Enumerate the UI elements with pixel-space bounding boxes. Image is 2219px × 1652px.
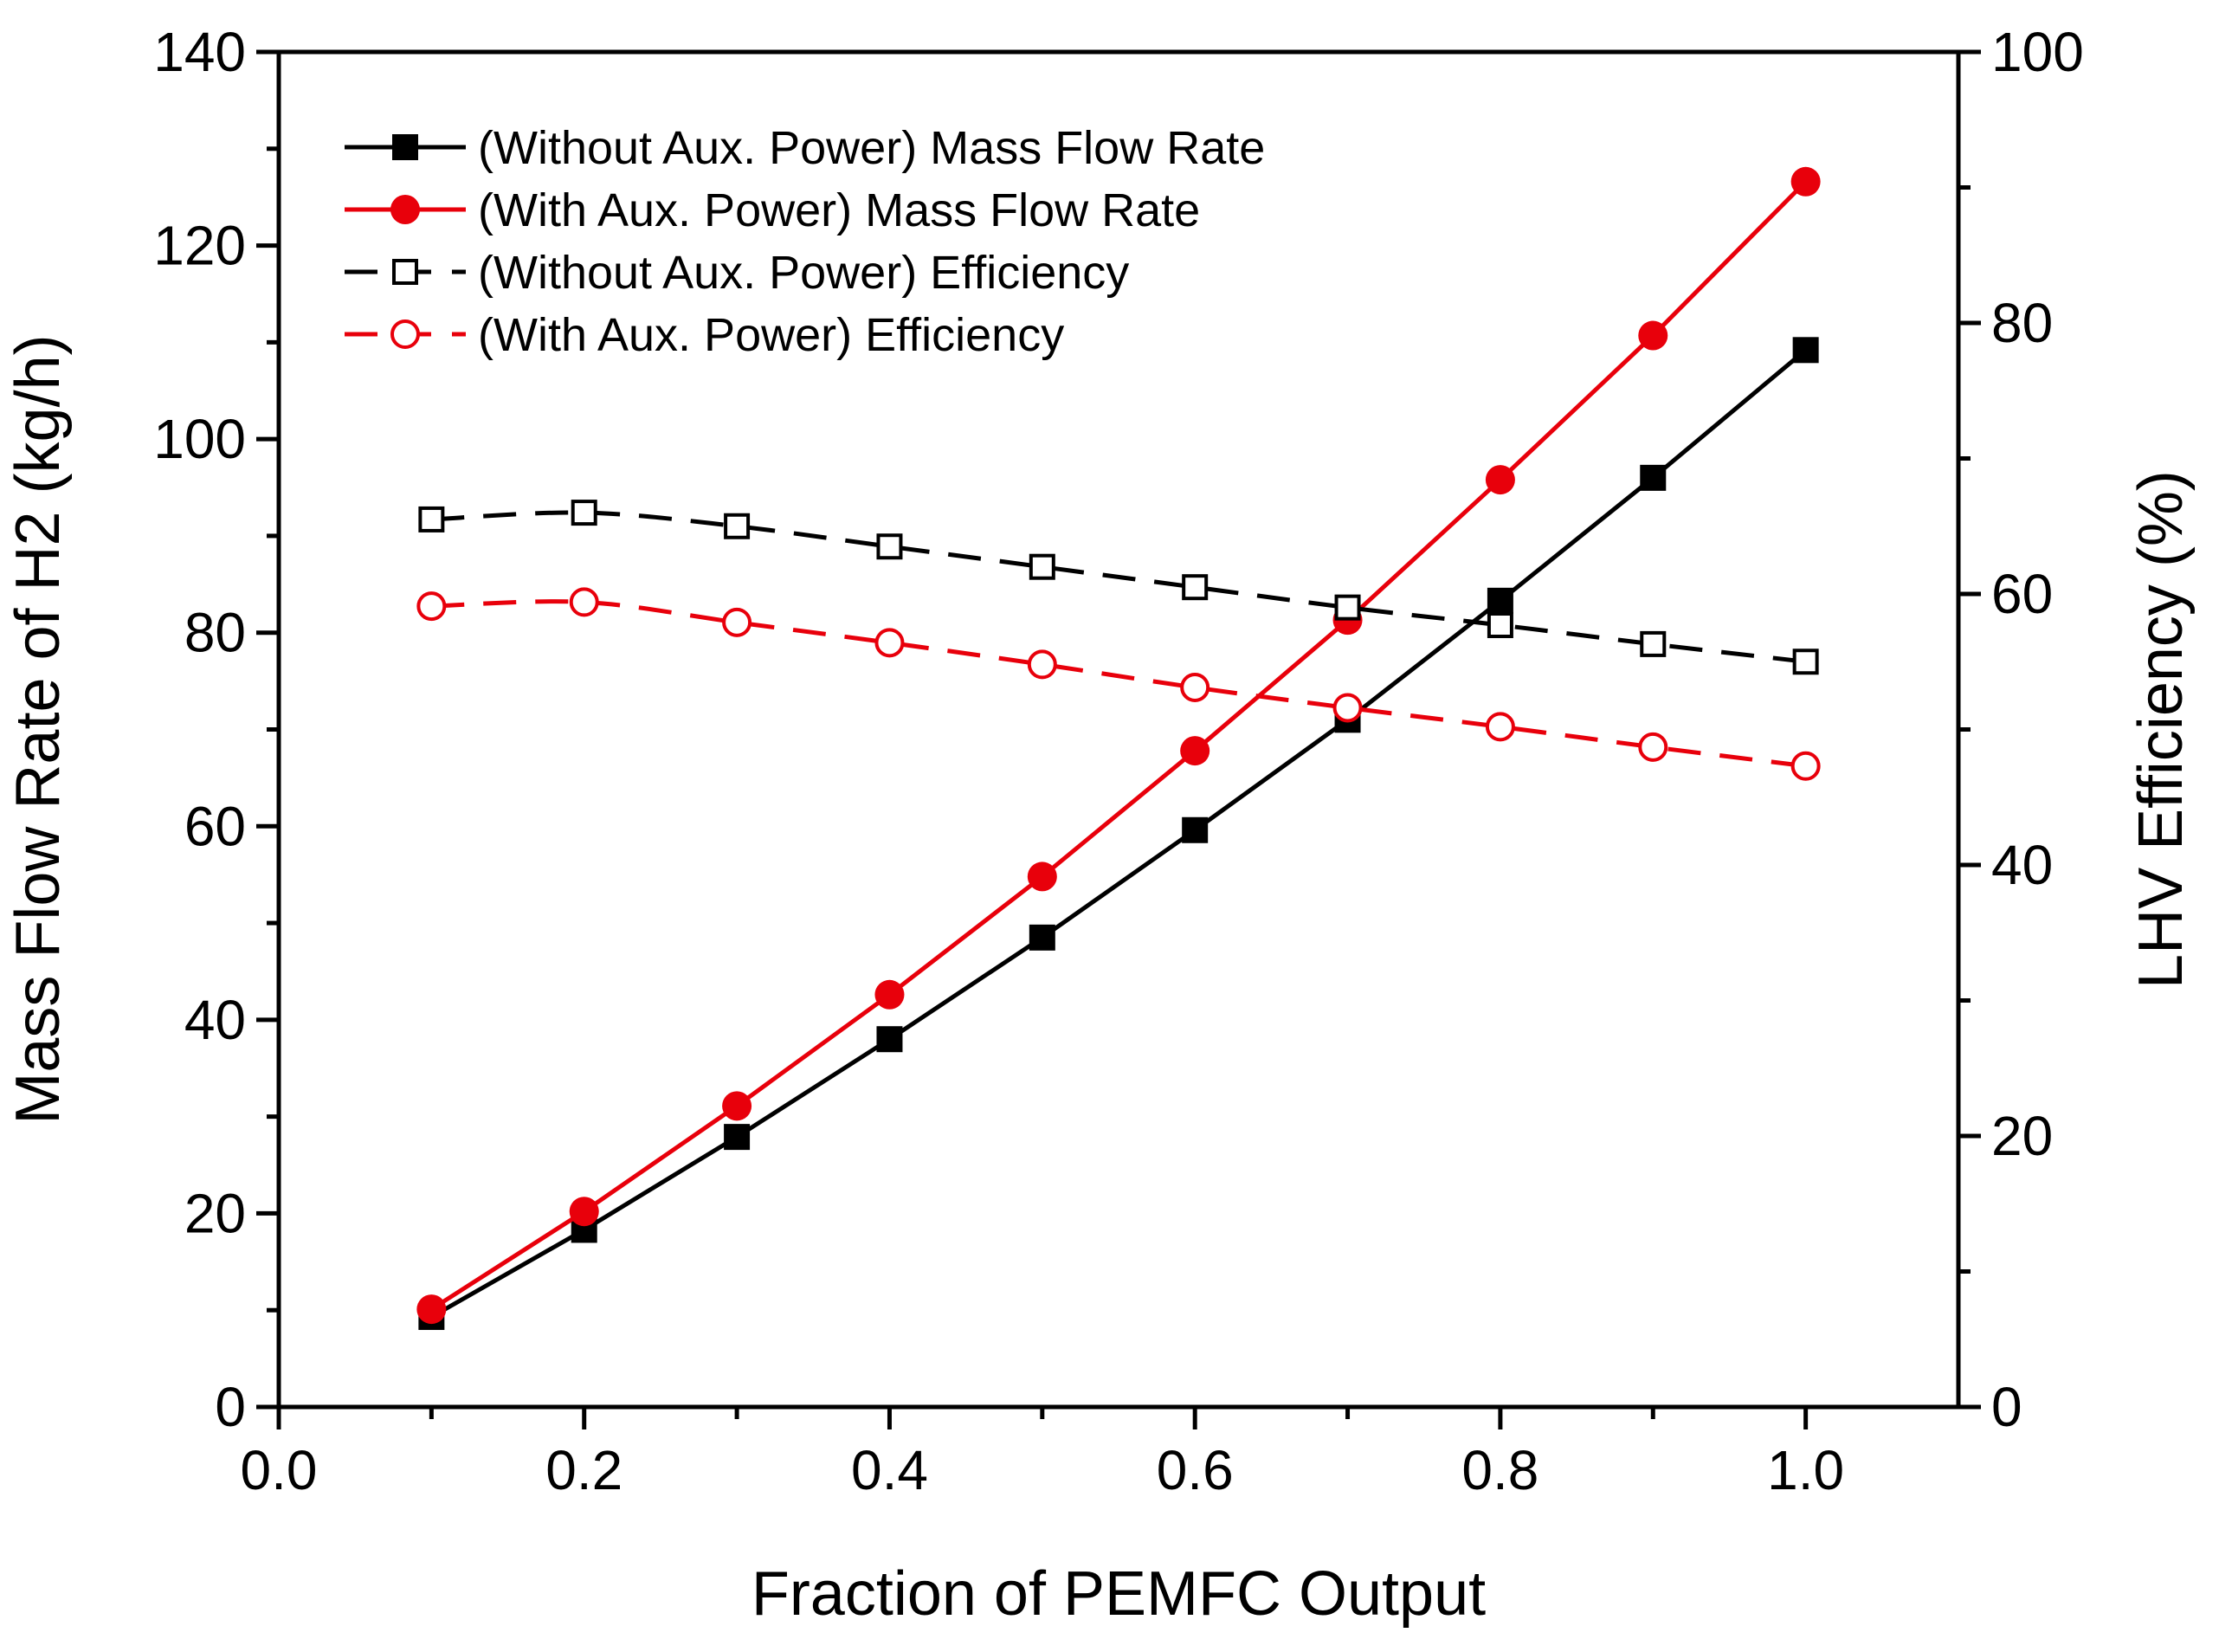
data-point (569, 587, 599, 617)
y-tick-label: 60 (184, 795, 246, 857)
legend-marker (392, 134, 418, 160)
legend-label: (With Aux. Power) Mass Flow Rate (478, 184, 1200, 236)
legend-label: (With Aux. Power) Efficiency (478, 309, 1064, 361)
ticks-layer: 0.0 0.2 0.4 0.6 0.8 1.0 0 20 40 60 80 100 120 140 0 20 4… (153, 21, 2084, 1501)
legend-marker (390, 195, 420, 224)
y-tick-label: 40 (184, 989, 246, 1051)
data-point (724, 1124, 751, 1151)
data-point (1485, 465, 1515, 495)
data-point (1027, 861, 1057, 892)
legend-item: (Without Aux. Power) Efficiency (345, 247, 1129, 299)
data-point (1790, 166, 1821, 197)
data-point (724, 513, 751, 539)
data-point (1332, 693, 1363, 723)
data-point (1487, 611, 1513, 638)
data-point (1180, 672, 1210, 702)
data-point (1792, 649, 1819, 675)
y2-tick-label: 20 (1991, 1105, 2053, 1167)
series-line (430, 348, 1808, 1320)
y-axis-title: Mass Flow Rate of H2 (kg/h) (3, 334, 73, 1124)
y2-tick-label: 80 (1991, 292, 2053, 354)
legend-marker (390, 319, 420, 349)
series-line (430, 180, 1808, 1312)
legend-item: (Without Aux. Power) Mass Flow Rate (345, 122, 1265, 174)
legend-label: (Without Aux. Power) Mass Flow Rate (478, 122, 1265, 174)
data-point (1790, 751, 1821, 781)
y-tick-label: 140 (153, 21, 246, 83)
series-3 (418, 500, 1819, 675)
data-point (1334, 594, 1361, 621)
data-point (1638, 320, 1668, 351)
x-tick-label: 0.2 (545, 1439, 622, 1501)
legend: (Without Aux. Power) Mass Flow Rate (With… (345, 122, 1265, 361)
data-point (571, 500, 597, 526)
data-point (1792, 337, 1819, 364)
y-tick-label: 100 (153, 408, 246, 470)
series-layer (416, 166, 1821, 1331)
x-tick-label: 0.0 (241, 1439, 318, 1501)
y2-axis-title: LHV Efficiency (%) (2126, 470, 2196, 989)
legend-marker (392, 259, 418, 285)
data-point (1638, 732, 1668, 762)
data-point (1182, 574, 1209, 601)
x-tick-label: 1.0 (1767, 1439, 1844, 1501)
legend-label: (Without Aux. Power) Efficiency (478, 247, 1129, 299)
data-point (1485, 712, 1515, 742)
data-point (876, 533, 903, 560)
y2-tick-label: 40 (1991, 834, 2053, 896)
y2-tick-label: 100 (1991, 21, 2084, 83)
data-point (569, 1197, 599, 1227)
data-point (1029, 924, 1055, 951)
data-point (874, 628, 905, 658)
data-point (1180, 736, 1210, 766)
data-point (722, 1091, 752, 1121)
y-tick-label: 120 (153, 215, 246, 277)
data-point (1029, 553, 1055, 580)
data-point (416, 1294, 447, 1325)
data-point (418, 506, 445, 532)
data-point (876, 1026, 903, 1053)
data-point (1487, 587, 1513, 614)
data-point (874, 979, 905, 1010)
x-axis-title: Fraction of PEMFC Output (751, 1559, 1486, 1629)
x-tick-label: 0.8 (1461, 1439, 1538, 1501)
data-point (416, 591, 447, 622)
legend-item: (With Aux. Power) Efficiency (345, 309, 1064, 361)
y-tick-label: 0 (215, 1376, 246, 1438)
series-4 (416, 587, 1821, 781)
data-point (722, 607, 752, 637)
data-point (1640, 464, 1667, 491)
legend-item: (With Aux. Power) Mass Flow Rate (345, 184, 1200, 236)
y-tick-label: 20 (184, 1182, 246, 1244)
y-tick-label: 80 (184, 602, 246, 664)
series-line (431, 599, 1806, 769)
y2-tick-label: 0 (1991, 1376, 2022, 1438)
data-point (1640, 630, 1667, 657)
series-line (431, 510, 1806, 664)
x-tick-label: 0.6 (1157, 1439, 1234, 1501)
x-tick-label: 0.4 (851, 1439, 928, 1501)
y2-tick-label: 60 (1991, 563, 2053, 625)
data-point (1027, 649, 1057, 680)
data-point (1182, 816, 1209, 843)
